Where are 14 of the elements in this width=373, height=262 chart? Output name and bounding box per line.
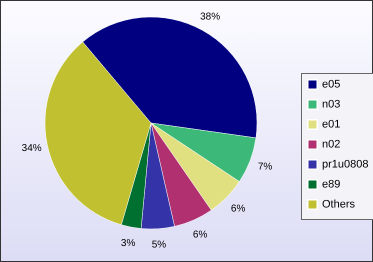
legend-label: e89 — [322, 178, 340, 190]
data-label: 38% — [200, 11, 220, 22]
legend-label: Others — [322, 198, 356, 210]
data-label: 5% — [152, 240, 166, 251]
legend-label: n03 — [322, 98, 340, 110]
legend-label: e05 — [322, 78, 340, 90]
data-label: 3% — [120, 238, 136, 249]
legend-label: n02 — [322, 138, 340, 150]
legend-label: e01 — [322, 118, 340, 130]
data-label: 6% — [192, 230, 208, 241]
data-label: 34% — [22, 143, 42, 154]
data-label: 7% — [258, 161, 272, 172]
data-label: 6% — [230, 203, 246, 214]
legend-label: pr1u0808 — [322, 158, 368, 170]
